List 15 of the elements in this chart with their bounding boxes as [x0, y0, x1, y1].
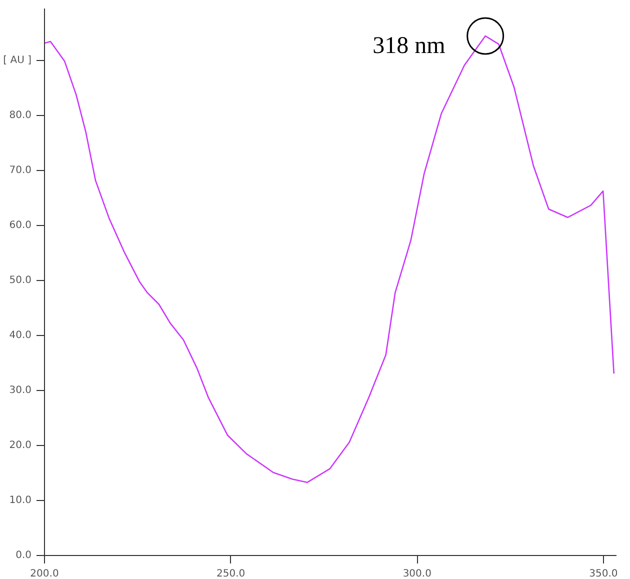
x-tick-label: 300.0 [402, 568, 432, 579]
y-tick-label: 50.0 [9, 275, 32, 286]
y-tick-label: 80.0 [9, 110, 32, 122]
x-tick-label: 350.0 [589, 568, 618, 579]
y-tick-label: 20.0 [9, 440, 32, 452]
y-tick-label: 30.0 [9, 385, 32, 396]
x-tick-label: 250.0 [216, 568, 246, 579]
x-tick-label: 200.0 [30, 568, 59, 579]
y-tick-label: [ AU ] [3, 55, 32, 66]
y-tick-label: 60.0 [9, 220, 32, 232]
y-tick-label: 70.0 [9, 165, 32, 176]
y-tick-label: 40.0 [9, 330, 32, 342]
y-tick-label: 10.0 [9, 495, 32, 506]
annotation: 318 nm [372, 32, 446, 59]
y-tick-label: 0.0 [16, 550, 32, 561]
